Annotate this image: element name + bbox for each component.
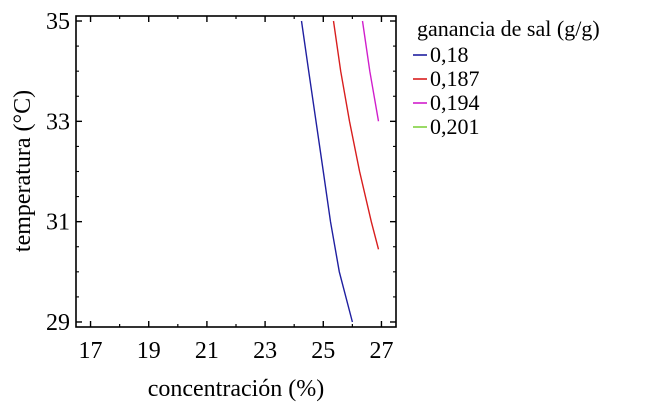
legend-entry-label: 0,201 [430, 114, 480, 139]
x-tick-label: 21 [195, 338, 219, 364]
y-axis: 29 31 33 35 [46, 9, 396, 336]
legend-title: ganancia de sal (g/g) [417, 16, 600, 41]
contour-line-0-194 [361, 20, 380, 122]
x-axis: 17 19 21 23 25 27 [79, 16, 393, 364]
y-tick-label: 33 [46, 109, 70, 135]
y-tick-label: 31 [46, 210, 70, 236]
x-tick-label: 23 [253, 338, 277, 364]
legend-entry-label: 0,194 [430, 90, 480, 115]
contour-line-0-18 [300, 20, 354, 323]
x-tick-label: 17 [79, 338, 103, 364]
x-axis-title: concentración (%) [148, 376, 325, 402]
y-axis-title: temperatura (°C) [10, 90, 36, 252]
legend-entry-label: 0,187 [430, 66, 480, 91]
contour-line-0-187 [332, 20, 380, 250]
legend-entry-label: 0,18 [430, 42, 469, 67]
y-tick-label: 35 [46, 9, 70, 35]
x-tick-label: 25 [311, 338, 335, 364]
x-tick-label: 19 [137, 338, 161, 364]
series-layer [300, 20, 380, 323]
legend: ganancia de sal (g/g) 0,180,1870,1940,20… [413, 16, 600, 139]
y-tick-label: 29 [46, 310, 70, 336]
plot-frame [75, 15, 397, 328]
x-tick-label: 27 [369, 338, 393, 364]
